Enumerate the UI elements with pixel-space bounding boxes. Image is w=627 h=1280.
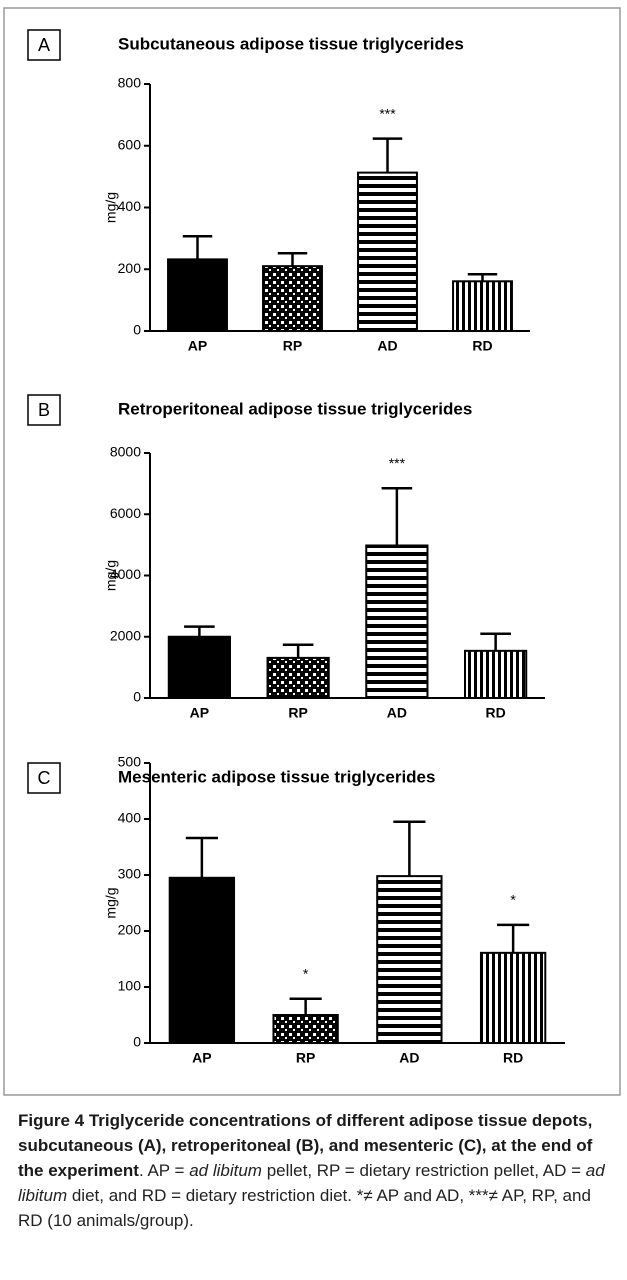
figure: A Subcutaneous adipose tissue triglycerid… (3, 7, 621, 1096)
bar (479, 951, 547, 1045)
x-tick-label: RP (283, 338, 302, 354)
panel-letter-box (27, 29, 61, 61)
significance-mark: * (510, 892, 516, 908)
bar (365, 544, 429, 699)
significance-mark: *** (379, 105, 396, 121)
x-tick-label: AD (387, 705, 407, 721)
y-tick-label: 600 (118, 136, 142, 152)
bar (262, 265, 323, 333)
x-tick-label: AP (192, 1050, 211, 1066)
caption-text: ad libitum (189, 1161, 262, 1180)
y-tick-label: 4000 (110, 566, 141, 582)
significance-mark: *** (389, 455, 406, 471)
caption-text: ad libitum (18, 1161, 605, 1205)
y-axis-label: mg/g (103, 560, 119, 591)
y-tick-label: 400 (118, 198, 142, 214)
panel-letter: C (38, 768, 51, 788)
bar (272, 1014, 339, 1044)
panel-letter-box (27, 762, 61, 794)
y-tick-label: 500 (118, 754, 142, 770)
caption-text: . AP = (138, 1161, 190, 1180)
bar (357, 171, 418, 332)
x-tick-label: RP (296, 1050, 315, 1066)
chart-title: Subcutaneous adipose tissue triglyceride… (118, 34, 464, 53)
y-tick-label: 6000 (110, 505, 141, 521)
significance-mark: * (303, 965, 309, 981)
y-tick-label: 200 (118, 922, 142, 938)
y-tick-label: 0 (133, 322, 141, 338)
panel-letter: B (38, 400, 50, 420)
x-tick-label: RD (472, 338, 492, 354)
bar (464, 649, 528, 700)
y-tick-label: 300 (118, 866, 142, 882)
y-tick-label: 2000 (110, 627, 141, 643)
x-tick-label: RD (486, 705, 506, 721)
chart-title: Retroperitoneal adipose tissue triglycer… (118, 399, 472, 418)
x-tick-label: AP (190, 705, 209, 721)
caption-text: diet, and RD = dietary restriction diet.… (18, 1186, 591, 1230)
x-tick-label: AP (188, 338, 207, 354)
y-tick-label: 400 (118, 810, 142, 826)
y-tick-label: 100 (118, 978, 142, 994)
y-tick-label: 0 (133, 1034, 141, 1050)
caption: Figure 4 Triglyceride concentrations of … (18, 1108, 614, 1233)
x-tick-label: RP (288, 705, 307, 721)
y-tick-label: 200 (118, 260, 142, 276)
bar (376, 875, 443, 1044)
y-tick-label: 0 (133, 689, 141, 705)
y-axis-label: mg/g (103, 887, 119, 918)
y-tick-label: 800 (118, 75, 142, 91)
x-tick-label: AD (377, 338, 397, 354)
caption-text: pellet, RP = dietary restriction pellet,… (261, 1161, 586, 1180)
x-tick-label: RD (503, 1050, 523, 1066)
bar (266, 656, 330, 699)
y-tick-label: 8000 (110, 444, 141, 460)
figure-border (3, 7, 621, 1096)
caption-title: Figure 4 Triglyceride concentrations of … (18, 1111, 593, 1180)
bar (452, 280, 513, 333)
panel-letter-box (27, 394, 61, 426)
x-tick-label: AD (399, 1050, 419, 1066)
panel-letter: A (38, 35, 50, 55)
bar (167, 635, 231, 699)
bar (168, 876, 236, 1044)
y-axis-label: mg/g (103, 192, 119, 223)
chart-title: Mesenteric adipose tissue triglycerides (118, 767, 435, 786)
bar (167, 258, 228, 332)
